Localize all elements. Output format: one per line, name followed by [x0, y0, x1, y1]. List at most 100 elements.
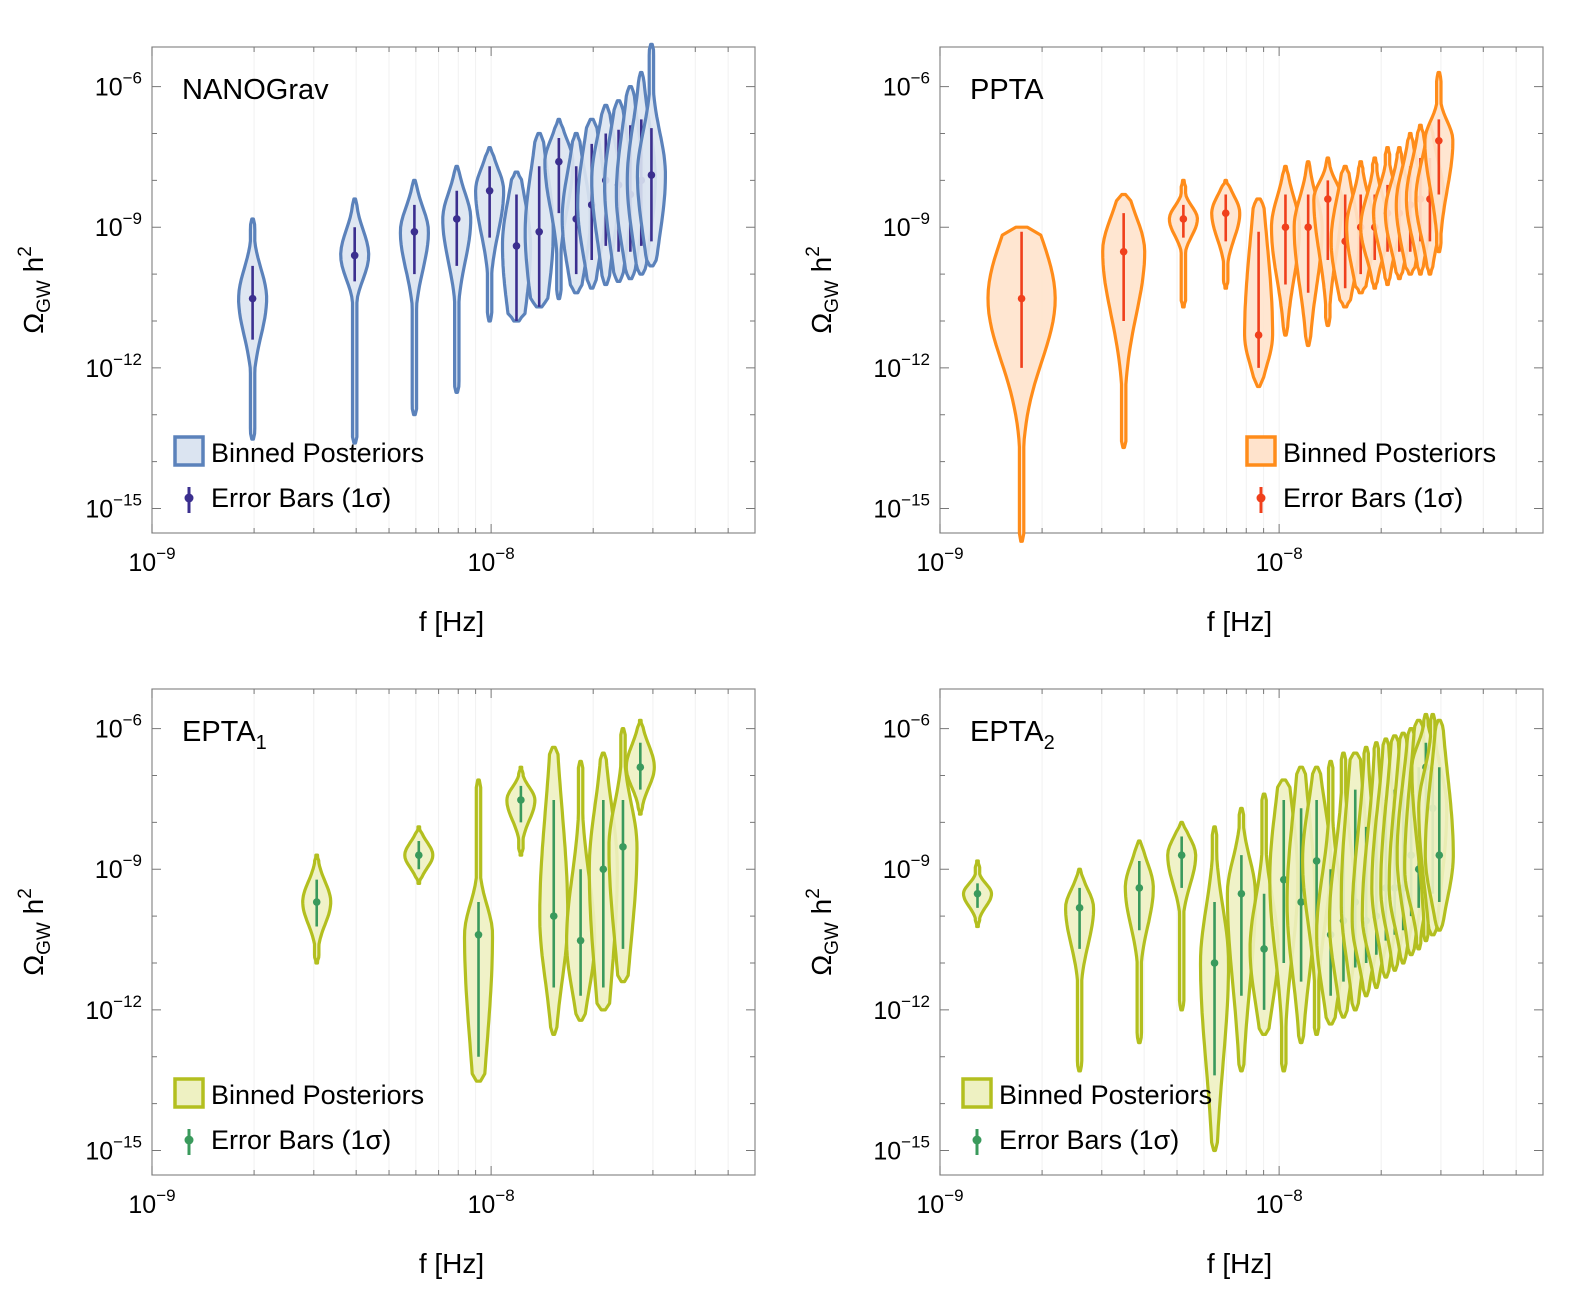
- y-title-h: h: [806, 899, 837, 922]
- legend-swatch-posterior: [961, 1077, 993, 1109]
- tick-exponent: −9: [123, 209, 142, 228]
- tick-exponent: −15: [901, 490, 930, 509]
- panel-label-text: NANOGrav: [182, 74, 329, 106]
- tick-base: 10: [85, 355, 113, 383]
- tick-exponent: −12: [113, 992, 142, 1011]
- x-axis-title: f [Hz]: [1207, 606, 1272, 637]
- x-axis-title: f [Hz]: [419, 606, 484, 637]
- median-point-8: [636, 763, 645, 772]
- plot-frame: [939, 688, 1544, 1176]
- violins: [986, 70, 1455, 543]
- y-title-subscript: GW: [822, 280, 843, 313]
- y-tick-label: 10−12: [873, 350, 930, 383]
- y-title-omega: Ω: [18, 313, 49, 334]
- tick-base: 10: [873, 355, 901, 383]
- tick-exponent: −9: [944, 1186, 963, 1205]
- tick-base: 10: [1256, 1191, 1284, 1219]
- legend-label-posterior: Binned Posteriors: [999, 1080, 1212, 1110]
- y-title-omega: Ω: [806, 313, 837, 334]
- tick-base: 10: [883, 716, 911, 744]
- tick-exponent: −8: [495, 1186, 514, 1205]
- x-tick-label: 10−8: [1256, 1186, 1303, 1219]
- tick-exponent: −12: [113, 350, 142, 369]
- panel-label: PPTA: [970, 74, 1044, 106]
- legend: Binned Posteriors Error Bars (1σ): [173, 435, 424, 513]
- median-point-7: [619, 843, 627, 851]
- ticks: [151, 689, 755, 1175]
- y-tick-label: 10−12: [85, 350, 142, 383]
- legend: Binned Posteriors Error Bars (1σ): [173, 1077, 424, 1155]
- y-tick-label: 10−12: [873, 992, 930, 1025]
- y-tick-label: 10−9: [95, 851, 142, 884]
- legend-label-posterior: Binned Posteriors: [211, 438, 424, 468]
- y-axis-title: ΩGW h2: [15, 888, 55, 976]
- y-tick-label: 10−6: [883, 711, 930, 744]
- median-point-2: [474, 930, 483, 939]
- tick-exponent: −6: [911, 69, 930, 88]
- ticks: [939, 689, 1543, 1175]
- y-title-subscript: GW: [822, 922, 843, 955]
- median-point-0: [312, 898, 321, 906]
- x-tick-label: 10−8: [468, 1186, 515, 1219]
- median-point-5: [1281, 223, 1290, 232]
- y-axis-title: ΩGW h2: [803, 888, 843, 976]
- median-point-1: [415, 851, 423, 859]
- tick-exponent: −8: [495, 544, 514, 563]
- tick-base: 10: [128, 1191, 156, 1219]
- panel-label: EPTA1: [182, 716, 267, 754]
- violin-2: [398, 178, 430, 417]
- median-point-4: [485, 186, 494, 195]
- median-point-5: [1237, 889, 1246, 898]
- y-title-subscript: GW: [34, 922, 55, 955]
- tick-exponent: −9: [911, 209, 930, 228]
- tick-exponent: −6: [911, 711, 930, 730]
- median-point-5: [512, 242, 521, 250]
- tick-base: 10: [468, 549, 496, 577]
- violin-1: [339, 197, 371, 445]
- y-title-omega: Ω: [806, 955, 837, 976]
- tick-base: 10: [95, 856, 123, 884]
- panel-label: EPTA2: [970, 716, 1055, 754]
- tick-exponent: −9: [911, 851, 930, 870]
- legend: Binned Posteriors Error Bars (1σ): [961, 1077, 1212, 1155]
- median-point-3: [1221, 209, 1230, 217]
- y-tick-label: 10−15: [85, 490, 142, 523]
- violin-0: [986, 225, 1057, 543]
- x-axis-title: f [Hz]: [419, 1248, 484, 1279]
- median-point-2: [1135, 884, 1144, 892]
- legend-swatch-posterior: [1245, 435, 1277, 467]
- median-point-1: [1075, 904, 1084, 912]
- tick-exponent: −15: [901, 1132, 930, 1151]
- violin-2: [1167, 178, 1199, 309]
- median-point-14: [647, 171, 656, 179]
- tick-exponent: −9: [123, 851, 142, 870]
- median-point-4: [549, 912, 558, 920]
- legend-errorbar-point: [184, 1135, 194, 1145]
- median-point-0: [248, 294, 257, 303]
- median-point-3: [517, 796, 525, 804]
- tick-exponent: −15: [113, 490, 142, 509]
- median-point-3: [1177, 851, 1186, 859]
- y-axis-title: ΩGW h2: [803, 246, 843, 334]
- tick-base: 10: [468, 1191, 496, 1219]
- violins: [301, 718, 656, 1083]
- median-point-22: [1435, 851, 1444, 859]
- legend-errorbar-point: [972, 1135, 982, 1145]
- tick-exponent: −8: [1283, 1186, 1302, 1205]
- tick-base: 10: [85, 1137, 113, 1165]
- median-point-16: [1435, 136, 1443, 145]
- panel-label-subscript: 1: [256, 732, 267, 754]
- tick-exponent: −6: [123, 69, 142, 88]
- median-point-4: [1210, 959, 1219, 967]
- median-point-4: [1254, 331, 1263, 339]
- y-tick-label: 10−6: [95, 711, 142, 744]
- legend-label-posterior: Binned Posteriors: [211, 1080, 424, 1110]
- x-tick-label: 10−9: [916, 1186, 963, 1219]
- panel-label-subscript: 2: [1044, 732, 1055, 754]
- tick-exponent: −12: [901, 992, 930, 1011]
- median-point-8: [1297, 898, 1305, 906]
- median-point-5: [576, 936, 585, 945]
- x-tick-label: 10−9: [128, 1186, 175, 1219]
